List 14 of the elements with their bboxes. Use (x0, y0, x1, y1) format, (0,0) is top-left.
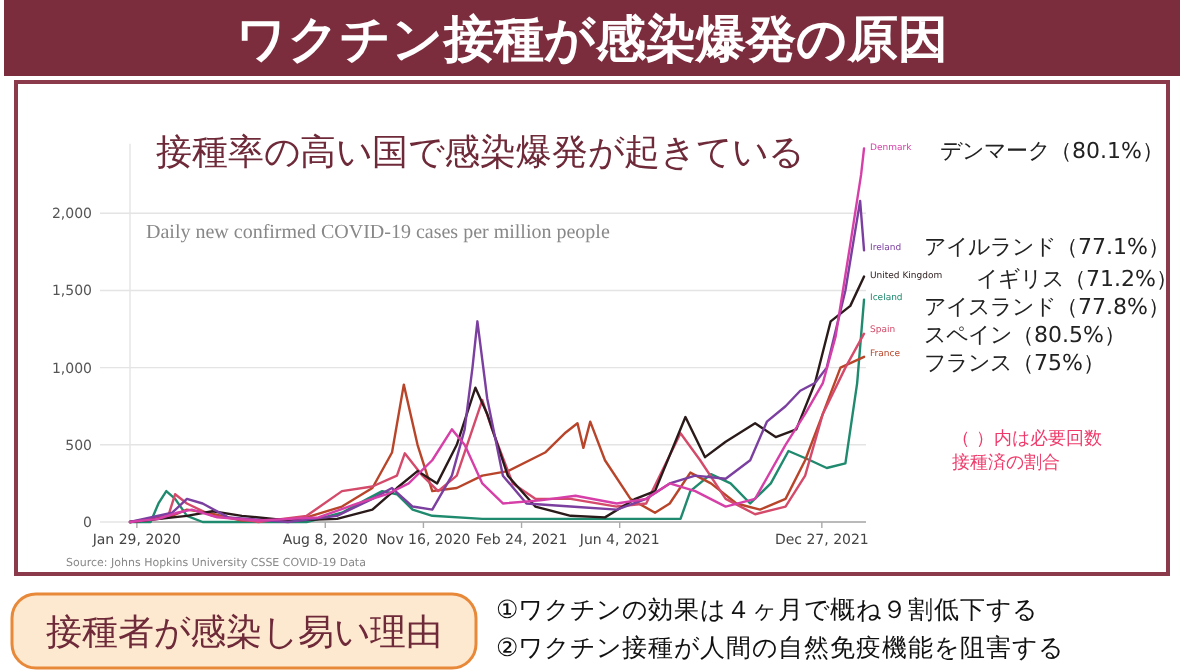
annotation: フランス（75%） (924, 350, 1105, 376)
annotation: デンマーク（80.1%） (940, 138, 1164, 164)
annotation: 接種者が感染し易い理由 (46, 612, 442, 654)
annotation: （ ）内は必要回数 (952, 430, 1102, 450)
subtitle: 接種率の高い国で感染爆発が起きている (156, 132, 804, 174)
title: ワクチン接種が感染爆発の原因 (236, 10, 948, 68)
annotation: ②ワクチン接種が人間の自然免疫機能を阻害する (496, 632, 1065, 662)
annotation: ①ワクチンの効果は４ヶ月で概ね９割低下する (496, 594, 1039, 624)
annotation: イギリス（71.2%） (976, 266, 1178, 292)
annotation: 接種済の割合 (952, 454, 1060, 474)
annotation: アイスランド（77.8%） (924, 294, 1170, 320)
annotation: スペイン（80.5%） (924, 322, 1126, 348)
annotation: Daily new confirmed COVID-19 cases per million people (146, 222, 610, 244)
annotation: アイルランド（77.1%） (924, 234, 1170, 260)
